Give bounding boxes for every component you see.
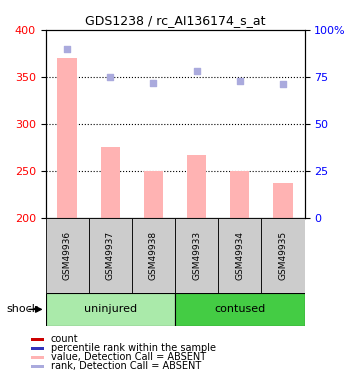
Bar <box>31 338 44 341</box>
Text: GSM49936: GSM49936 <box>63 230 72 280</box>
Bar <box>175 292 304 326</box>
Text: GSM49938: GSM49938 <box>149 230 158 280</box>
Bar <box>230 171 250 217</box>
Text: GSM49937: GSM49937 <box>106 230 115 280</box>
Bar <box>261 217 304 292</box>
Title: GDS1238 / rc_AI136174_s_at: GDS1238 / rc_AI136174_s_at <box>85 15 265 27</box>
Text: GSM49935: GSM49935 <box>278 230 287 280</box>
Point <box>64 46 70 52</box>
Bar <box>31 364 44 368</box>
Text: uninjured: uninjured <box>84 304 137 314</box>
Bar <box>31 356 44 358</box>
Text: count: count <box>51 334 78 344</box>
Text: shock: shock <box>6 304 38 314</box>
Bar <box>218 217 261 292</box>
Text: GSM49933: GSM49933 <box>192 230 201 280</box>
Bar <box>46 217 89 292</box>
Bar <box>89 217 132 292</box>
Bar <box>46 292 175 326</box>
Point <box>107 74 113 80</box>
Text: rank, Detection Call = ABSENT: rank, Detection Call = ABSENT <box>51 361 201 371</box>
Point <box>237 78 243 84</box>
Point <box>280 81 286 87</box>
Bar <box>100 147 120 218</box>
Bar <box>31 346 44 350</box>
Bar <box>57 58 77 217</box>
Bar <box>132 217 175 292</box>
Text: contused: contused <box>214 304 265 314</box>
Text: percentile rank within the sample: percentile rank within the sample <box>51 343 216 353</box>
Bar <box>175 217 218 292</box>
Text: value, Detection Call = ABSENT: value, Detection Call = ABSENT <box>51 352 206 362</box>
Point <box>150 80 156 86</box>
Bar <box>273 183 293 218</box>
Bar <box>144 171 163 217</box>
Text: GSM49934: GSM49934 <box>235 231 244 279</box>
Point <box>194 68 199 74</box>
Bar <box>187 154 206 218</box>
